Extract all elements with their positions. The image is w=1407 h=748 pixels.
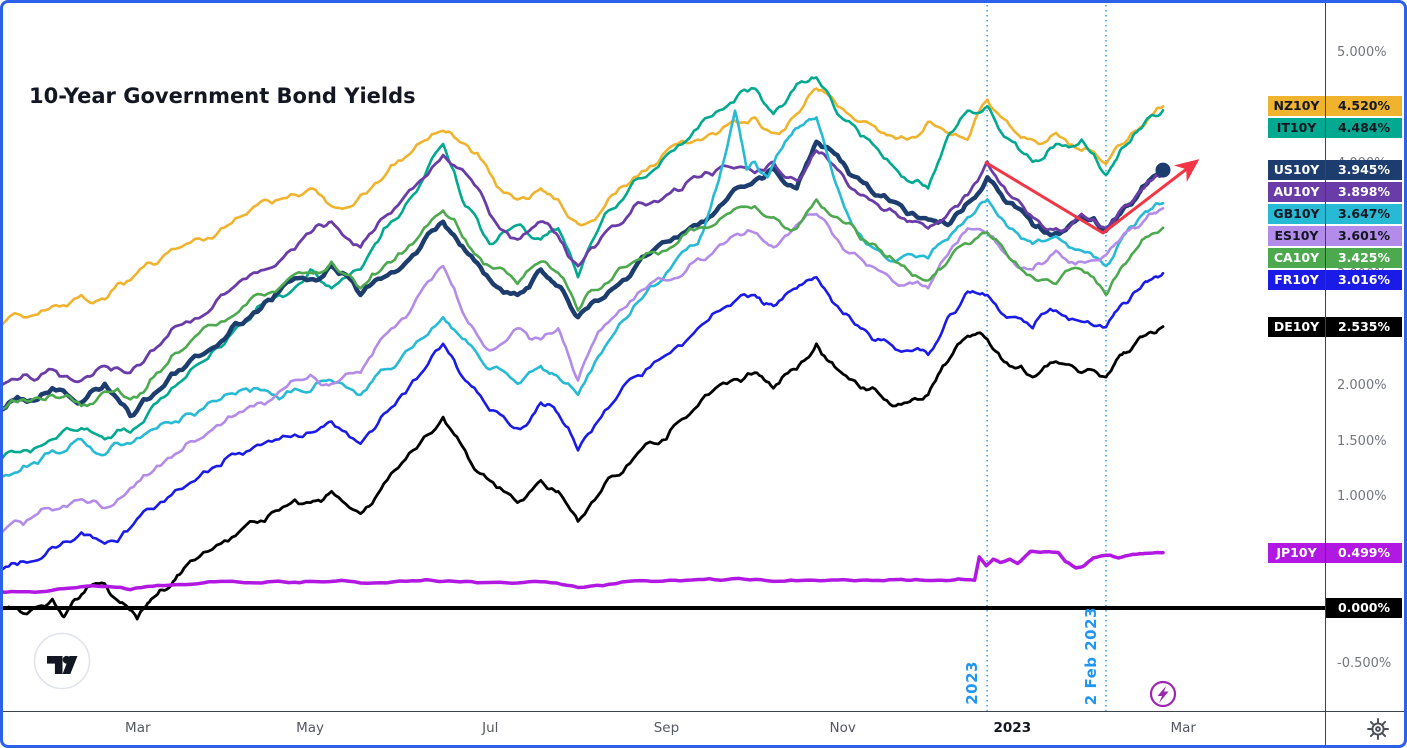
- price-label-nz: NZ10Y 4.520%: [1268, 96, 1402, 117]
- x-axis-label: Mar: [1170, 720, 1196, 736]
- x-axis-label: 2023: [993, 720, 1032, 736]
- value-tag: 3.945%: [1326, 160, 1402, 181]
- y-axis-tick: 5.000%: [1337, 45, 1387, 60]
- value-tag: 3.016%: [1326, 270, 1402, 291]
- ticker-tag: NZ10Y: [1268, 96, 1325, 117]
- price-label-zero: 0.000%: [1325, 598, 1402, 618]
- price-label-gb: GB10Y 3.647%: [1268, 204, 1402, 225]
- time-axis[interactable]: Mar May Jul Sep Nov 2023 Mar: [0, 712, 1407, 748]
- x-axis-label: Sep: [653, 720, 680, 736]
- value-tag: 3.425%: [1326, 248, 1402, 269]
- y-axis-tick: -0.500%: [1337, 655, 1392, 671]
- price-label-ca: CA10Y 3.425%: [1268, 248, 1402, 269]
- price-label-jp: JP10Y 0.499%: [1268, 542, 1402, 563]
- chart-title: 10-Year Government Bond Yields: [29, 84, 416, 108]
- value-tag: 4.520%: [1326, 96, 1402, 117]
- time-axis-border: [0, 711, 1407, 712]
- series-line-gb[interactable]: [0, 109, 1165, 479]
- price-label-es: ES10Y 3.601%: [1268, 226, 1402, 247]
- value-tag: 3.647%: [1326, 204, 1402, 225]
- series-line-us[interactable]: [0, 139, 1166, 419]
- price-label-fr: FR10Y 3.016%: [1268, 270, 1402, 291]
- series-line-es[interactable]: [0, 207, 1165, 534]
- series-line-au[interactable]: [0, 149, 1165, 386]
- gear-icon[interactable]: [1366, 717, 1390, 741]
- x-axis-label: May: [296, 720, 325, 736]
- y-axis-tick: 2.000%: [1337, 378, 1387, 393]
- series-line-ca[interactable]: [0, 198, 1165, 411]
- price-label-au: AU10Y 3.898%: [1268, 182, 1402, 203]
- ticker-tag: US10Y: [1268, 160, 1325, 181]
- value-tag: 3.898%: [1326, 182, 1402, 203]
- y-axis-tick: 1.500%: [1337, 433, 1387, 449]
- price-label-it: IT10Y 4.484%: [1268, 118, 1402, 139]
- time-axis-settings-cell[interactable]: [1348, 711, 1407, 747]
- series-line-nz[interactable]: [0, 87, 1165, 326]
- value-tag: 0.000%: [1326, 598, 1402, 618]
- series-line-de[interactable]: [0, 325, 1165, 621]
- plot-area[interactable]: [0, 0, 1325, 711]
- value-tag: 4.484%: [1326, 118, 1402, 139]
- x-axis-label: Jul: [482, 720, 499, 736]
- ticker-tag: DE10Y: [1268, 316, 1325, 337]
- y-axis-tick: 1.000%: [1337, 489, 1387, 504]
- ticker-tag: FR10Y: [1268, 270, 1325, 291]
- series-line-fr[interactable]: [0, 271, 1165, 573]
- series-line-jp[interactable]: [0, 549, 1165, 595]
- price-axis-border: [1325, 0, 1326, 748]
- trend-arrow-drawing[interactable]: [984, 159, 1200, 235]
- series-end-dot-us[interactable]: [1155, 162, 1171, 178]
- lightning-icon[interactable]: [1149, 680, 1177, 708]
- series-line-it[interactable]: [0, 76, 1165, 463]
- ticker-tag: GB10Y: [1268, 204, 1325, 225]
- price-label-de: DE10Y 2.535%: [1268, 316, 1402, 337]
- ticker-tag: JP10Y: [1268, 542, 1325, 563]
- ticker-tag: IT10Y: [1268, 118, 1325, 139]
- value-tag: 3.601%: [1326, 226, 1402, 247]
- x-axis-label: Mar: [125, 720, 151, 736]
- price-label-us: US10Y 3.945%: [1268, 160, 1402, 181]
- value-tag: 0.499%: [1326, 542, 1402, 563]
- ticker-tag: CA10Y: [1268, 248, 1325, 269]
- y-axis-tick: 5.500%: [1337, 0, 1387, 7]
- ticker-tag: AU10Y: [1268, 182, 1325, 203]
- vertical-line-label-1[interactable]: 2023: [963, 661, 982, 705]
- vertical-line-label-2[interactable]: 2 Feb 2023: [1081, 606, 1100, 705]
- x-axis-label: Nov: [829, 720, 856, 736]
- value-tag: 2.535%: [1326, 316, 1402, 337]
- ticker-tag: ES10Y: [1268, 226, 1325, 247]
- tradingview-logo[interactable]: [33, 632, 91, 694]
